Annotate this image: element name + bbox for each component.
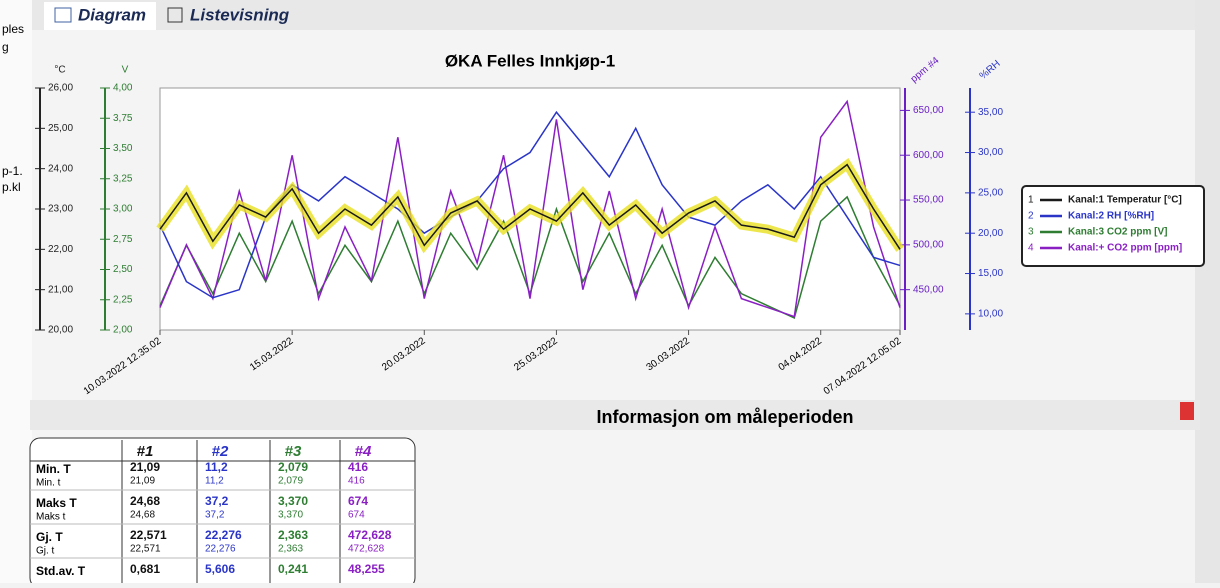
- info-title: Informasjon om måleperioden: [596, 407, 853, 427]
- row-label: Maks T: [36, 496, 77, 510]
- legend-label[interactable]: Kanal:2 RH [%RH]: [1068, 211, 1154, 222]
- row-sublabel: Min. t: [36, 478, 61, 489]
- sidebar-text: g: [2, 40, 9, 54]
- y-tick-label: 26,00: [48, 83, 73, 94]
- cell-subvalue: 11,2: [205, 476, 224, 487]
- y-tick-label: 500,00: [913, 239, 944, 250]
- close-button[interactable]: [1180, 402, 1194, 420]
- y-axis-title: V: [122, 65, 129, 76]
- y-tick-label: 3,00: [113, 204, 133, 215]
- cell-value: 674: [348, 494, 368, 508]
- legend-key: 1: [1028, 195, 1034, 206]
- sidebar-text: p-1.: [2, 164, 23, 178]
- y-tick-label: 3,25: [113, 173, 133, 184]
- cell-subvalue: 22,276: [205, 544, 236, 555]
- tab-label[interactable]: Listevisning: [190, 5, 290, 24]
- row-sublabel: Gj. t: [36, 546, 55, 557]
- cell-value: 22,571: [130, 528, 167, 542]
- y-tick-label: 25,00: [978, 188, 1003, 199]
- row-sublabel: Maks t: [36, 512, 66, 523]
- sidebar: [0, 0, 32, 583]
- sidebar-text: p.kl: [2, 180, 21, 194]
- cell-subvalue: 416: [348, 476, 365, 487]
- y-tick-label: 20,00: [978, 228, 1003, 239]
- cell-subvalue: 37,2: [205, 510, 225, 521]
- y-tick-label: 650,00: [913, 105, 944, 116]
- cell-value: 0,241: [278, 562, 308, 576]
- y-tick-label: 21,00: [48, 284, 73, 295]
- table-header: #4: [355, 443, 372, 460]
- y-tick-label: 20,00: [48, 325, 73, 336]
- y-tick-label: 2,00: [113, 325, 133, 336]
- cell-value: 472,628: [348, 528, 392, 542]
- y-tick-label: 2,50: [113, 264, 133, 275]
- cell-value: 11,2: [205, 460, 228, 474]
- sidebar-text: ples: [2, 22, 24, 36]
- y-tick-label: 35,00: [978, 107, 1003, 118]
- cell-subvalue: 21,09: [130, 476, 155, 487]
- y-tick-label: 15,00: [978, 268, 1003, 279]
- y-tick-label: 2,25: [113, 294, 133, 305]
- cell-value: 21,09: [130, 460, 160, 474]
- legend-label[interactable]: Kanal:+ CO2 ppm [ppm]: [1068, 243, 1182, 254]
- y-axis-title: °C: [54, 65, 65, 76]
- table-header: #2: [212, 443, 229, 460]
- y-tick-label: 30,00: [978, 147, 1003, 158]
- cell-subvalue: 2,363: [278, 544, 303, 555]
- cell-subvalue: 3,370: [278, 510, 303, 521]
- y-tick-label: 4,00: [113, 83, 133, 94]
- cell-value: 2,363: [278, 528, 308, 542]
- chart-title: ØKA Felles Innkjøp-1: [445, 51, 615, 70]
- y-tick-label: 450,00: [913, 284, 944, 295]
- cell-value: 5,606: [205, 562, 235, 576]
- y-tick-label: 24,00: [48, 163, 73, 174]
- cell-value: 416: [348, 460, 368, 474]
- cell-value: 24,68: [130, 494, 160, 508]
- table-header: #1: [137, 443, 154, 460]
- legend-label[interactable]: Kanal:1 Temperatur [°C]: [1068, 195, 1182, 206]
- y-tick-label: 25,00: [48, 123, 73, 134]
- row-label: Std.av. T: [36, 564, 86, 578]
- page: ples g p-1. p.kl Diagram Listevisning ØKA Fell…: [0, 0, 1220, 583]
- cell-value: 3,370: [278, 494, 308, 508]
- y-tick-label: 23,00: [48, 204, 73, 215]
- legend-key: 3: [1028, 227, 1034, 238]
- cell-value: 37,2: [205, 494, 229, 508]
- cell-subvalue: 22,571: [130, 544, 161, 555]
- y-tick-label: 3,50: [113, 143, 133, 154]
- y-tick-label: 3,75: [113, 113, 133, 124]
- cell-value: 0,681: [130, 562, 160, 576]
- y-tick-label: 600,00: [913, 150, 944, 161]
- cell-value: 22,276: [205, 528, 242, 542]
- cell-value: 48,255: [348, 562, 385, 576]
- cell-subvalue: 2,079: [278, 476, 303, 487]
- y-tick-label: 2,75: [113, 234, 133, 245]
- screen: ples g p-1. p.kl Diagram Listevisning ØKA Fell…: [0, 0, 1220, 583]
- y-tick-label: 10,00: [978, 309, 1003, 320]
- legend-key: 4: [1028, 243, 1034, 254]
- cell-subvalue: 24,68: [130, 510, 155, 521]
- legend-label[interactable]: Kanal:3 CO2 ppm [V]: [1068, 227, 1167, 238]
- legend-key: 2: [1028, 211, 1034, 222]
- right-panel: [1195, 0, 1220, 583]
- cell-subvalue: 472,628: [348, 544, 385, 555]
- y-tick-label: 550,00: [913, 195, 944, 206]
- cell-value: 2,079: [278, 460, 308, 474]
- tab-label[interactable]: Diagram: [78, 5, 146, 24]
- row-label: Min. T: [36, 462, 71, 476]
- y-tick-label: 22,00: [48, 244, 73, 255]
- cell-subvalue: 674: [348, 510, 365, 521]
- row-label: Gj. T: [36, 530, 63, 544]
- table-header: #3: [285, 443, 302, 460]
